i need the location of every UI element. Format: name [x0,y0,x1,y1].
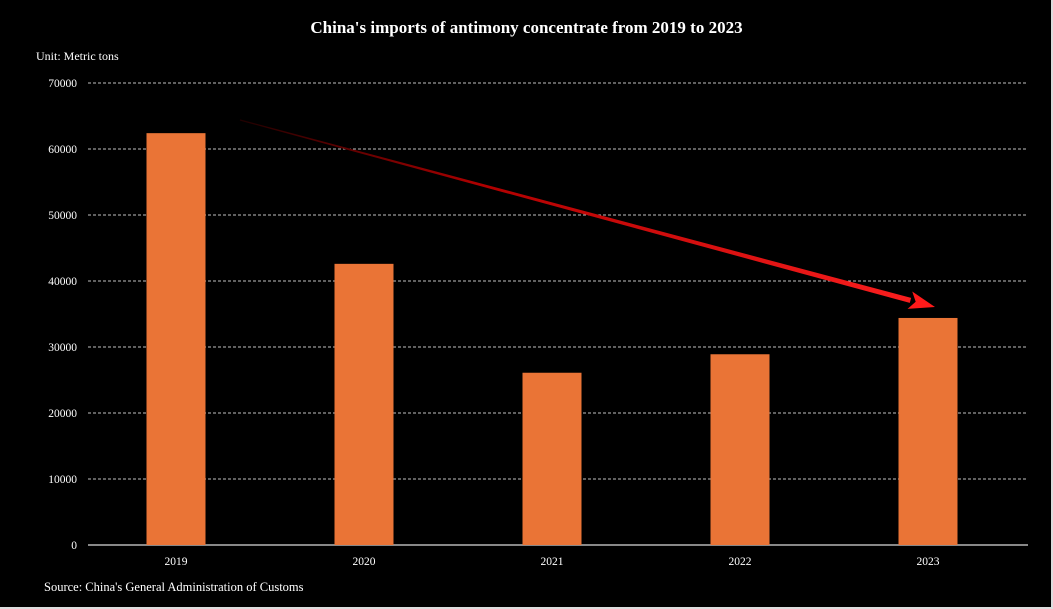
chart-title: China's imports of antimony concentrate … [310,18,743,37]
y-tick-label: 0 [71,540,77,552]
bar-2023 [898,317,958,545]
y-tick-label: 70000 [48,78,77,90]
y-tick-label: 10000 [48,474,77,486]
x-tick-label: 2020 [353,556,376,568]
trend-arrow-head [907,291,935,309]
x-tick-label: 2023 [917,556,940,568]
y-tick-label: 50000 [48,210,77,222]
y-tick-label: 40000 [48,276,77,288]
trend-arrow-shaft [239,119,912,303]
unit-label: Unit: Metric tons [36,49,119,63]
y-tick-label: 60000 [48,144,77,156]
bar-2020 [334,263,394,545]
bar-2022 [710,354,770,545]
y-tick-label: 30000 [48,342,77,354]
x-axis: 2019 2020 2021 2022 2023 [165,556,940,568]
x-tick-label: 2021 [541,556,564,568]
y-axis: 0 10000 20000 30000 40000 50000 60000 70000 [48,78,77,552]
bar-2019 [146,133,206,545]
trend-arrow [239,119,935,309]
bar-2021 [522,372,582,545]
y-tick-label: 20000 [48,408,77,420]
x-tick-label: 2019 [165,556,188,568]
x-tick-label: 2022 [729,556,752,568]
source-note: Source: China's General Administration o… [44,580,304,594]
bars [146,133,958,545]
